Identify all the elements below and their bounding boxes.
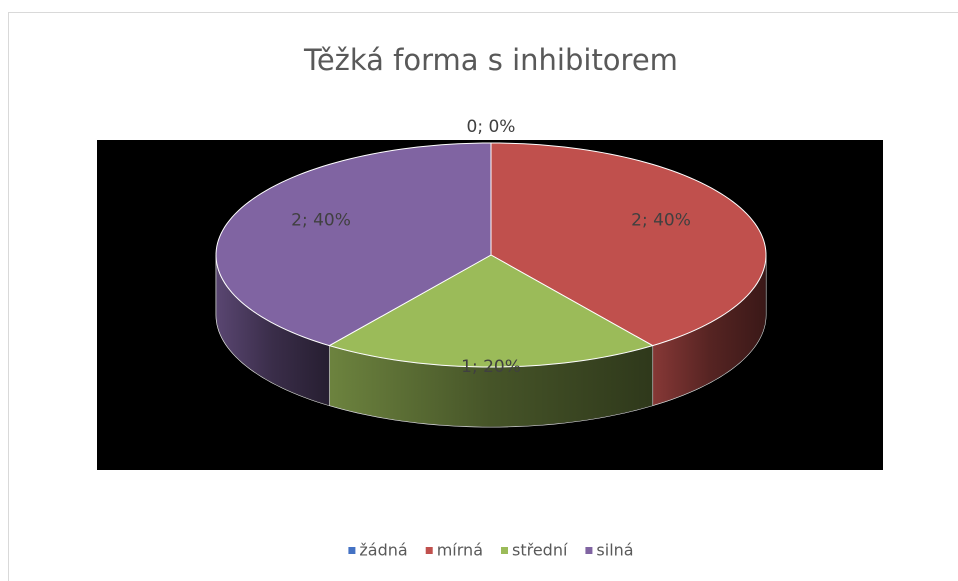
legend-swatch xyxy=(348,547,356,554)
pie-slice xyxy=(215,142,492,347)
legend-swatch xyxy=(425,547,433,554)
legend-label: střední xyxy=(512,541,568,560)
legend-swatch xyxy=(501,547,508,554)
legend-label: žádná xyxy=(359,541,407,560)
data-label: 2; 40% xyxy=(291,210,351,230)
chart-title: Těžká forma s inhibitorem xyxy=(303,43,678,77)
side-shade xyxy=(329,345,653,427)
pie-slice xyxy=(490,142,767,347)
side-shade xyxy=(652,255,766,406)
pie-slice xyxy=(328,254,654,368)
data-label: 0; 0% xyxy=(467,117,516,137)
legend-label: mírná xyxy=(437,541,483,560)
data-label: 2; 40% xyxy=(631,210,691,230)
legend-swatch xyxy=(585,547,593,554)
data-label: 1; 20% xyxy=(461,357,521,377)
legend-label: silná xyxy=(596,541,633,560)
side-shade xyxy=(216,255,330,406)
